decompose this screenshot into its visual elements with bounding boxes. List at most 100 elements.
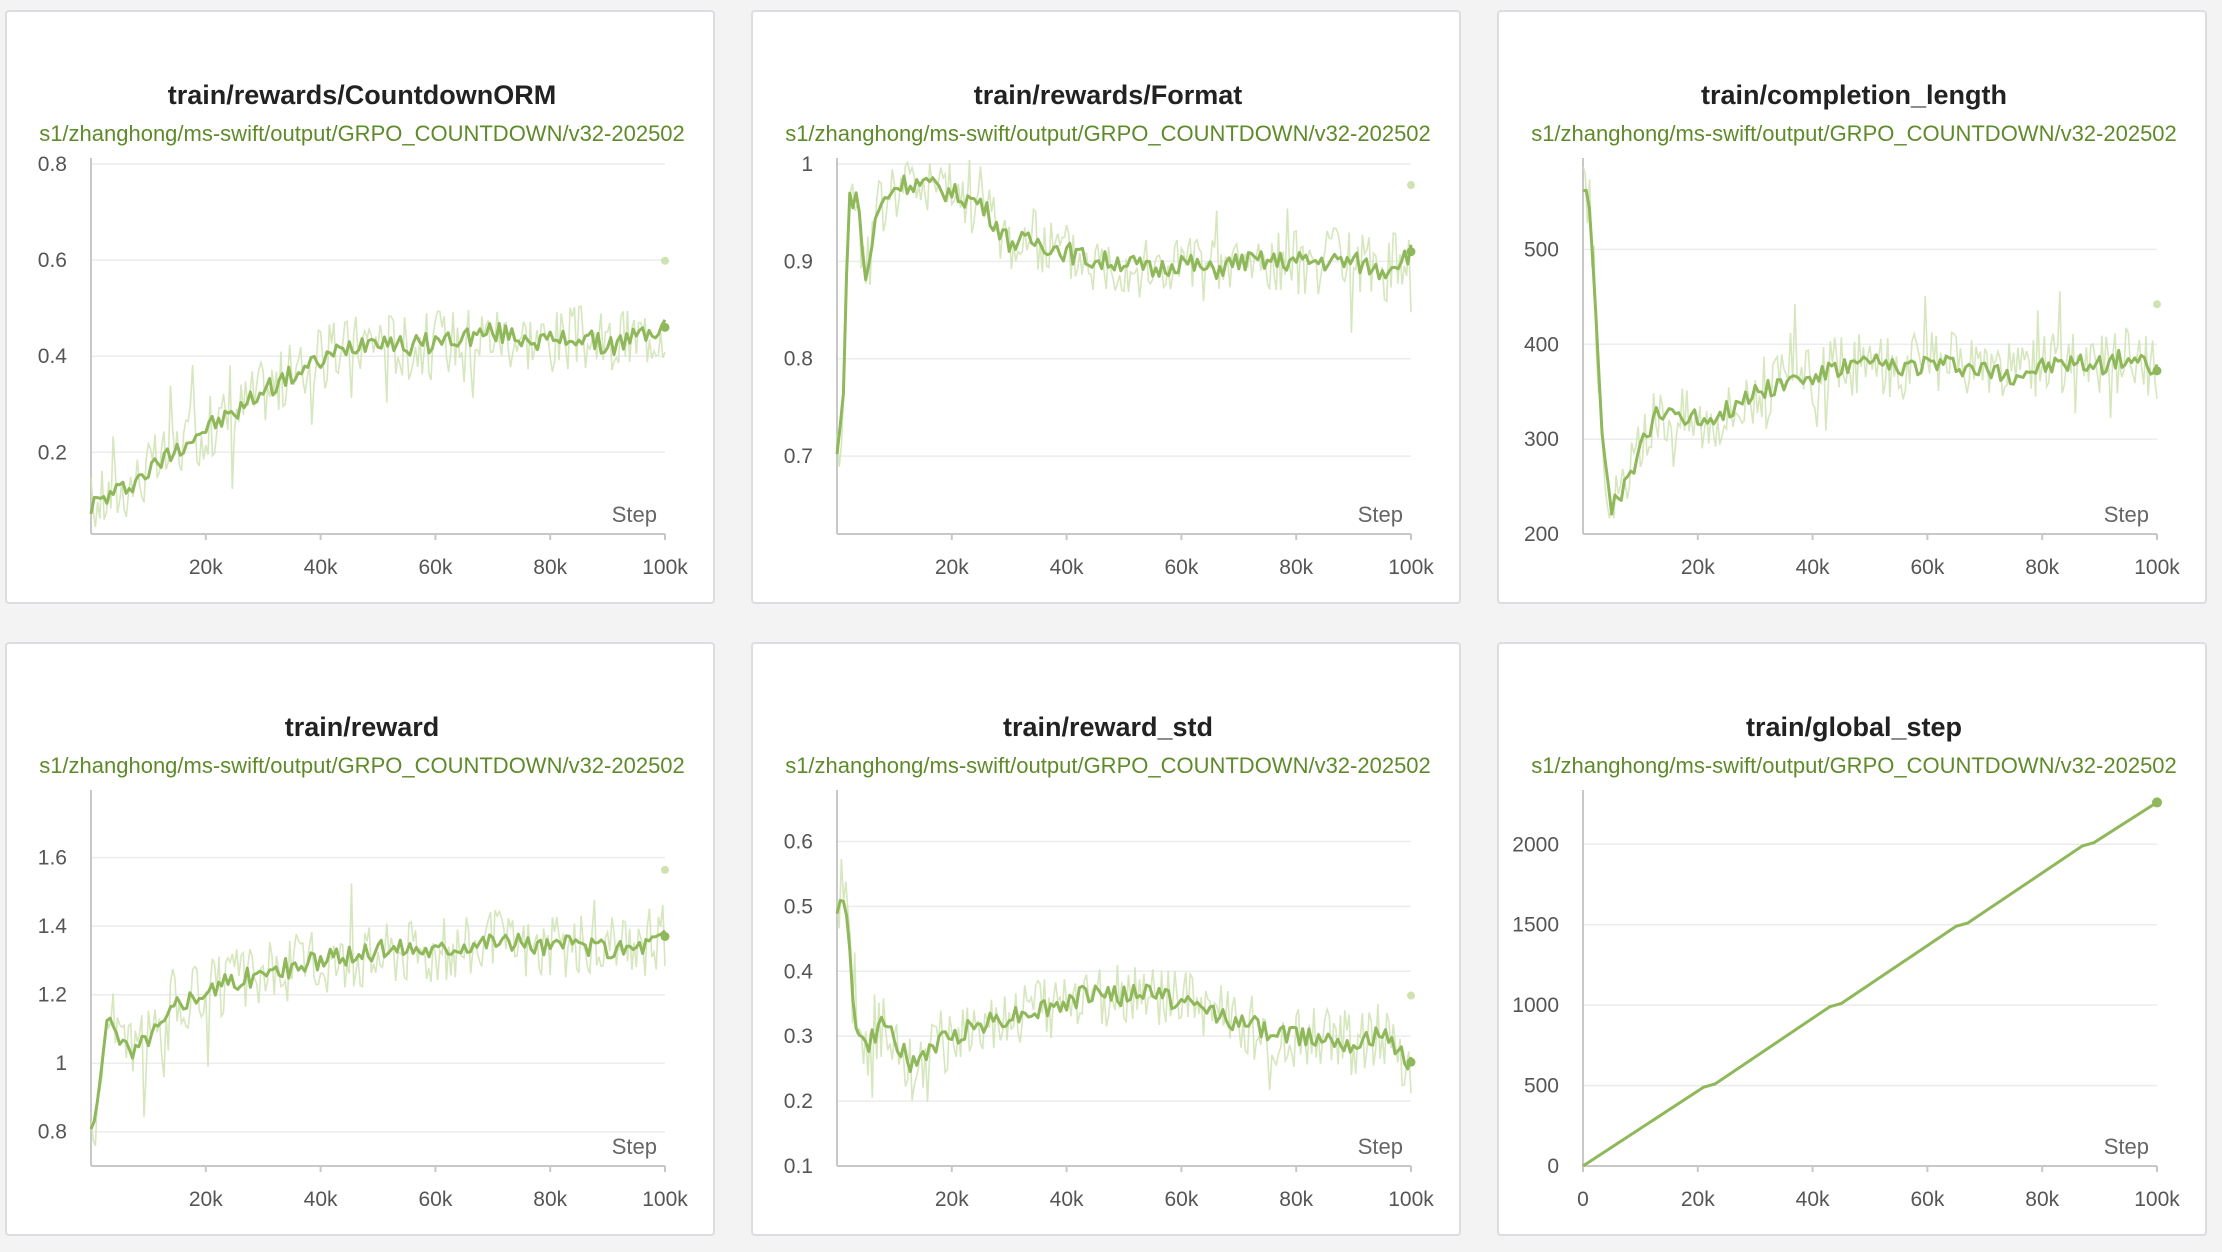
- series-end-marker: [1406, 1057, 1416, 1067]
- y-tick-label: 1500: [1512, 914, 1559, 937]
- raw-series-line: [1582, 166, 2158, 519]
- x-tick-label: 0: [1577, 1188, 1589, 1211]
- x-tick-label: 80k: [1279, 1188, 1313, 1211]
- y-tick-label: 0.2: [38, 441, 67, 464]
- x-tick-label: 60k: [1910, 1188, 1944, 1211]
- series-line: [89, 319, 667, 515]
- x-tick-label: 20k: [935, 556, 969, 579]
- chart-panel[interactable]: train/rewards/CountdownORM s1/zhanghong/m…: [5, 10, 715, 604]
- x-axis-label: Step: [1358, 1134, 1403, 1159]
- series-line: [835, 899, 1413, 1074]
- x-axis-label: Step: [612, 502, 657, 527]
- x-axis-label: Step: [1358, 502, 1403, 527]
- run-name: s1/zhanghong/ms-swift/output/GRPO_COUNTD…: [39, 753, 685, 778]
- x-tick-label: 80k: [1279, 556, 1313, 579]
- y-tick-label: 0.6: [784, 830, 813, 853]
- chart-title: train/completion_length: [1701, 80, 2007, 110]
- chart-svg: train/rewards/CountdownORM s1/zhanghong/m…: [38, 80, 688, 579]
- raw-series-line: [90, 883, 666, 1147]
- chart-panel[interactable]: train/global_step s1/zhanghong/ms-swift/o…: [1497, 642, 2207, 1236]
- chart-svg: train/completion_length s1/zhanghong/ms-s…: [1524, 80, 2180, 579]
- series-end-marker: [2152, 366, 2162, 376]
- run-name: s1/zhanghong/ms-swift/output/GRPO_COUNTD…: [785, 753, 1431, 778]
- x-axis-label: Step: [2104, 1134, 2149, 1159]
- chart-svg: train/rewards/Format s1/zhanghong/ms-swif…: [784, 80, 1434, 579]
- chart-title: train/reward: [285, 712, 440, 742]
- raw-end-marker: [2153, 300, 2161, 309]
- y-tick-label: 0.6: [38, 249, 67, 272]
- chart-panel[interactable]: train/reward_std s1/zhanghong/ms-swift/ou…: [751, 642, 1461, 1236]
- run-name: s1/zhanghong/ms-swift/output/GRPO_COUNTD…: [1531, 121, 2177, 146]
- x-tick-label: 60k: [418, 1188, 452, 1211]
- run-name: s1/zhanghong/ms-swift/output/GRPO_COUNTD…: [1531, 753, 2177, 778]
- raw-end-marker: [661, 865, 669, 874]
- x-tick-label: 40k: [1050, 1188, 1084, 1211]
- x-tick-label: 40k: [1050, 556, 1084, 579]
- x-tick-label: 60k: [1164, 556, 1198, 579]
- series-line: [89, 929, 667, 1130]
- x-tick-label: 20k: [1681, 1188, 1715, 1211]
- y-tick-label: 1: [801, 153, 813, 176]
- chart-svg: train/global_step s1/zhanghong/ms-swift/o…: [1512, 712, 2180, 1211]
- y-tick-label: 1.2: [38, 984, 67, 1007]
- run-name: s1/zhanghong/ms-swift/output/GRPO_COUNTD…: [785, 121, 1431, 146]
- y-tick-label: 0: [1547, 1155, 1559, 1178]
- y-tick-label: 1: [55, 1052, 67, 1075]
- y-tick-label: 0.5: [784, 895, 813, 918]
- y-tick-label: 2000: [1512, 833, 1559, 856]
- x-tick-label: 20k: [1681, 556, 1715, 579]
- x-tick-label: 100k: [2134, 1188, 2180, 1211]
- x-tick-label: 40k: [304, 1188, 338, 1211]
- x-tick-label: 100k: [1388, 1188, 1434, 1211]
- raw-end-marker: [1407, 991, 1415, 1000]
- chart-panel[interactable]: train/rewards/Format s1/zhanghong/ms-swif…: [751, 10, 1461, 604]
- series-line: [1582, 801, 2158, 1168]
- y-tick-label: 1000: [1512, 994, 1559, 1017]
- raw-series-line: [836, 159, 1412, 467]
- raw-series-line: [836, 858, 1412, 1102]
- x-tick-label: 100k: [642, 556, 688, 579]
- x-tick-label: 80k: [2025, 1188, 2059, 1211]
- y-tick-label: 0.9: [784, 250, 813, 273]
- x-tick-label: 40k: [1796, 556, 1830, 579]
- x-tick-label: 60k: [1164, 1188, 1198, 1211]
- x-tick-label: 80k: [533, 556, 567, 579]
- chart-title: train/rewards/Format: [974, 80, 1243, 110]
- chart-panel[interactable]: train/completion_length s1/zhanghong/ms-s…: [1497, 10, 2207, 604]
- x-tick-label: 100k: [2134, 556, 2180, 579]
- x-axis-label: Step: [2104, 502, 2149, 527]
- y-tick-label: 0.8: [38, 153, 67, 176]
- y-tick-label: 300: [1524, 428, 1559, 451]
- series-line: [835, 174, 1413, 455]
- x-axis-label: Step: [612, 1134, 657, 1159]
- y-tick-label: 1.4: [38, 915, 68, 938]
- y-tick-label: 500: [1524, 238, 1559, 261]
- chart-title: train/rewards/CountdownORM: [168, 80, 557, 110]
- x-tick-label: 40k: [1796, 1188, 1830, 1211]
- x-tick-label: 60k: [418, 556, 452, 579]
- y-tick-label: 0.3: [784, 1025, 813, 1048]
- x-tick-label: 20k: [189, 1188, 223, 1211]
- x-tick-label: 100k: [1388, 556, 1434, 579]
- chart-title: train/global_step: [1746, 712, 1962, 742]
- y-tick-label: 200: [1524, 523, 1559, 546]
- x-tick-label: 80k: [2025, 556, 2059, 579]
- x-tick-label: 100k: [642, 1188, 688, 1211]
- x-tick-label: 80k: [533, 1188, 567, 1211]
- chart-svg: train/reward s1/zhanghong/ms-swift/output…: [38, 712, 688, 1211]
- run-name: s1/zhanghong/ms-swift/output/GRPO_COUNTD…: [39, 121, 685, 146]
- x-tick-label: 20k: [189, 556, 223, 579]
- y-tick-label: 0.4: [38, 345, 68, 368]
- y-tick-label: 1.6: [38, 847, 67, 870]
- chart-panel[interactable]: train/reward s1/zhanghong/ms-swift/output…: [5, 642, 715, 1236]
- y-tick-label: 0.8: [784, 348, 813, 371]
- x-tick-label: 20k: [935, 1188, 969, 1211]
- y-tick-label: 0.2: [784, 1090, 813, 1113]
- y-tick-label: 0.7: [784, 445, 813, 468]
- series-end-marker: [1406, 247, 1416, 257]
- raw-end-marker: [1407, 181, 1415, 190]
- y-tick-label: 0.1: [784, 1155, 813, 1178]
- x-tick-label: 60k: [1910, 556, 1944, 579]
- y-tick-label: 500: [1524, 1075, 1559, 1098]
- x-tick-label: 40k: [304, 556, 338, 579]
